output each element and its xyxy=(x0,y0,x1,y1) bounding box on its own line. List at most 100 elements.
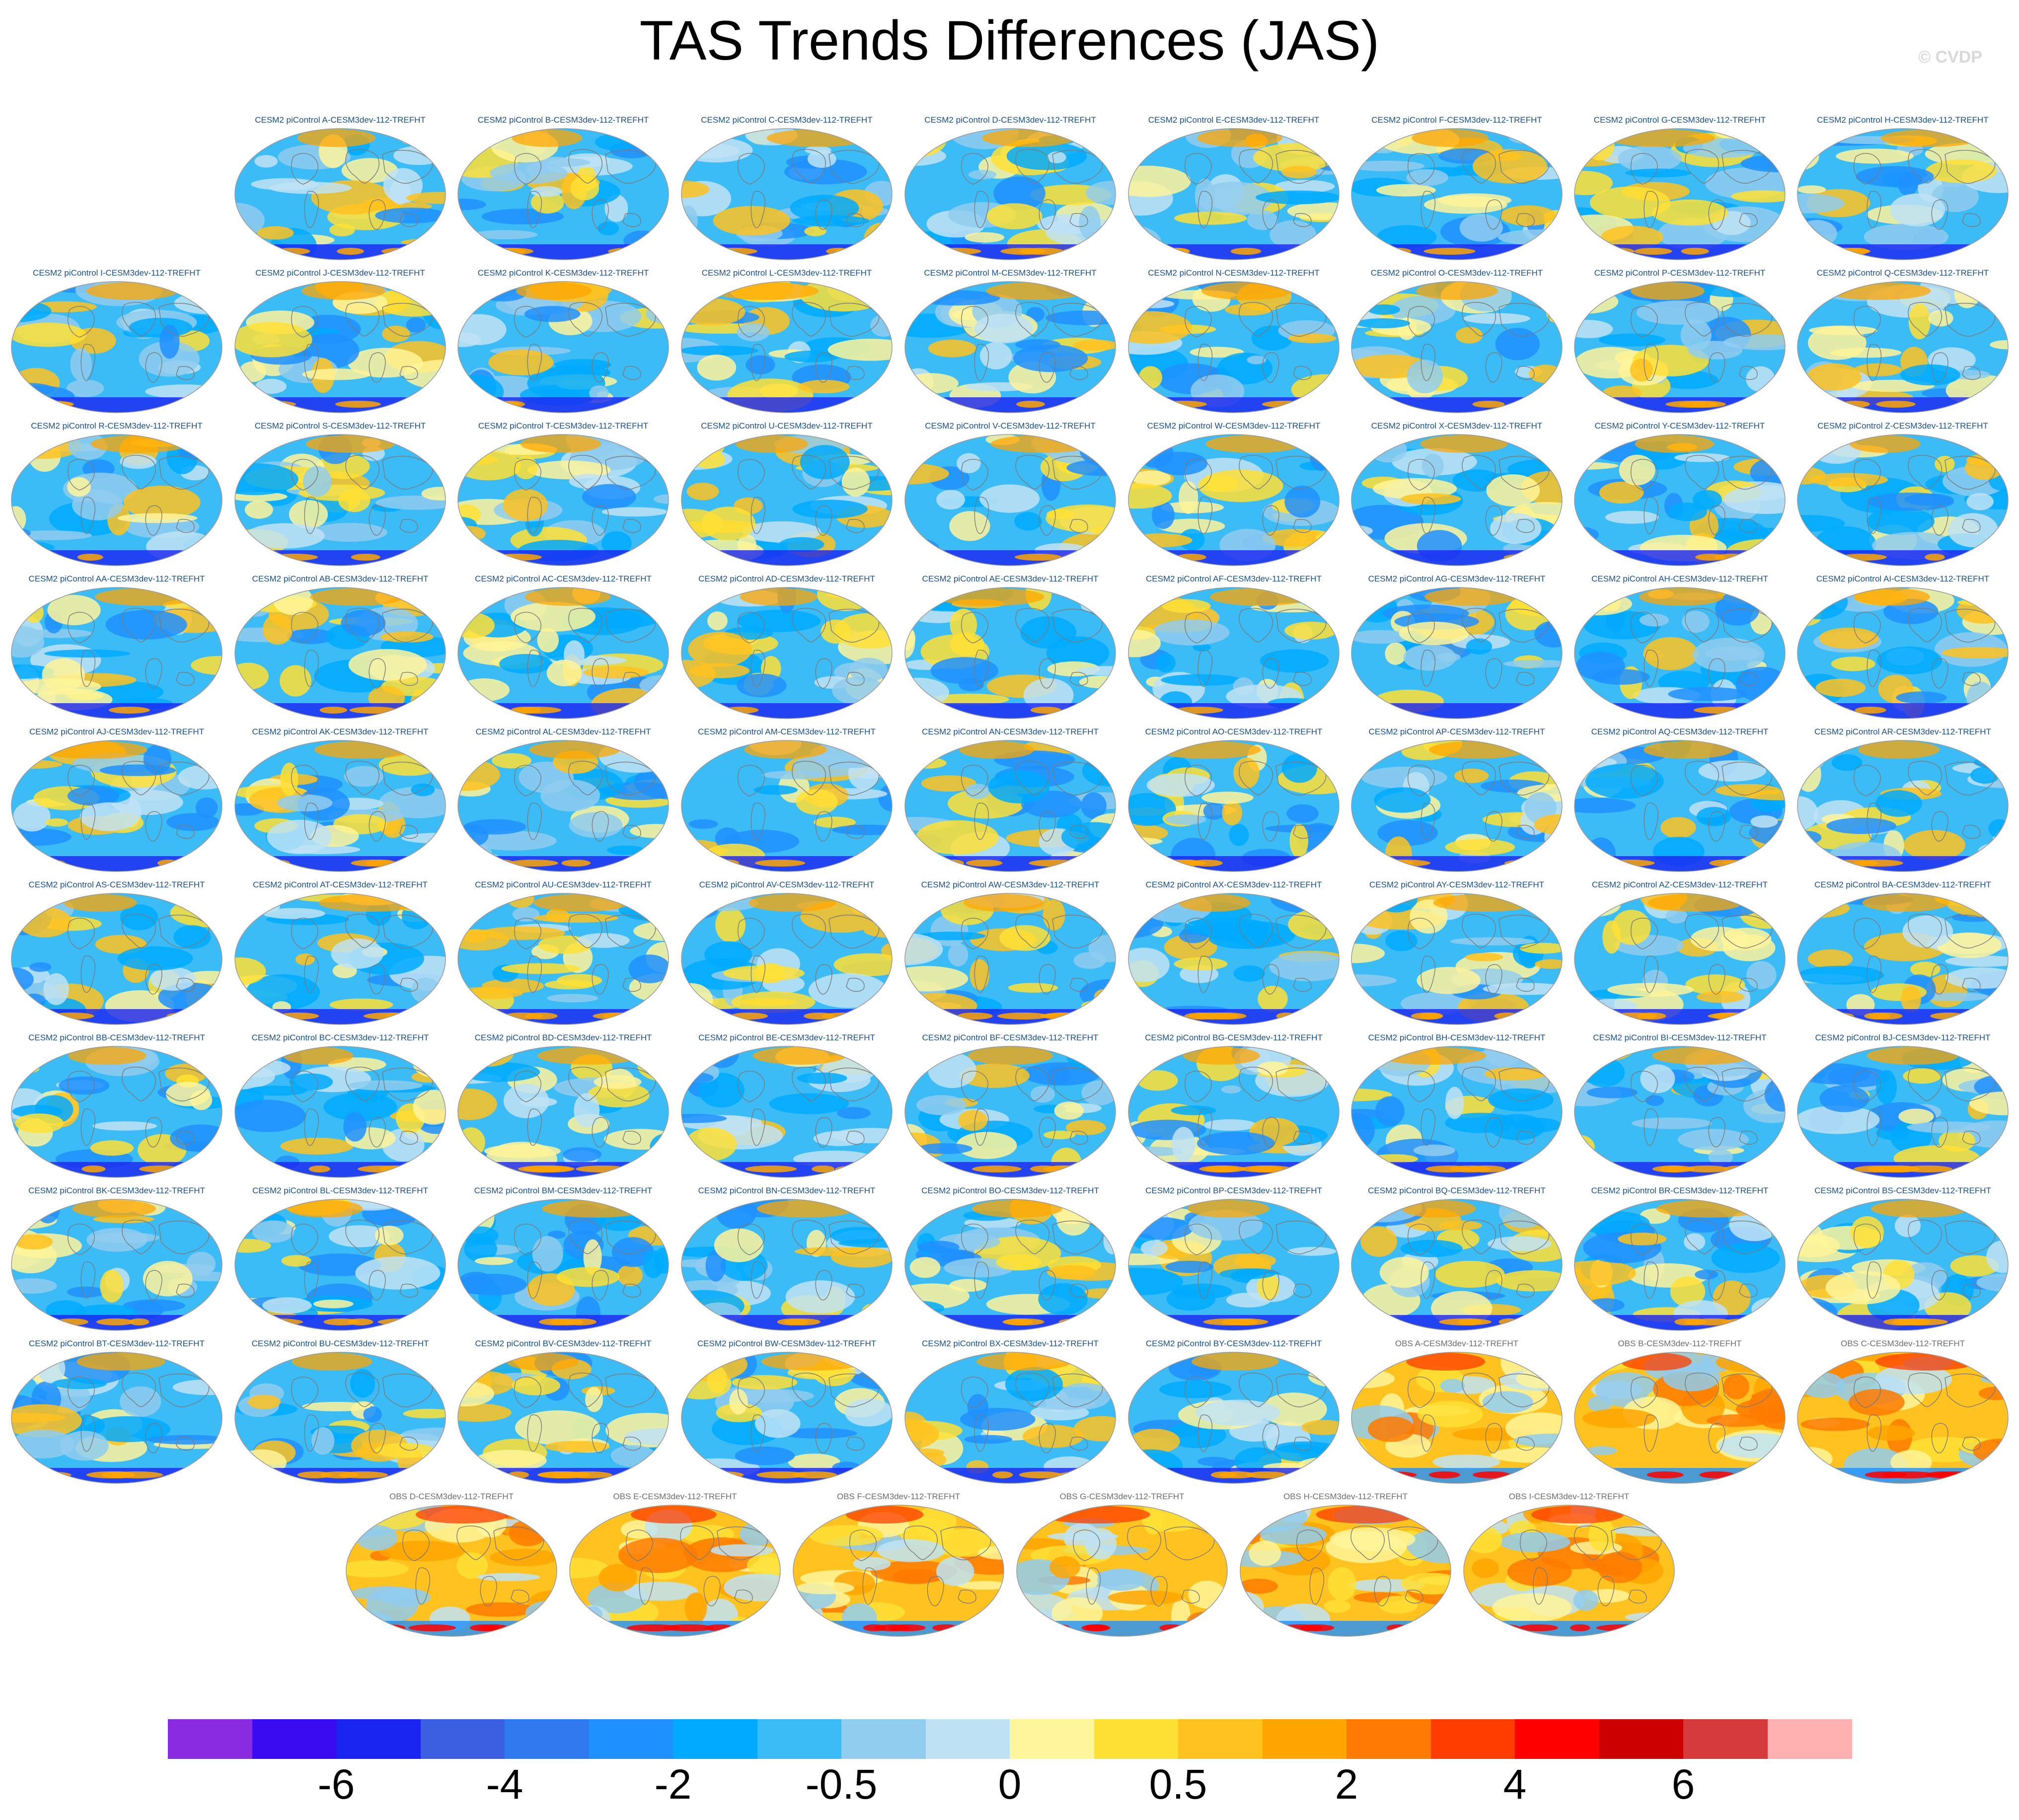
map-panel: CESM2 piControl BE-CESM3dev-112-TREFHT xyxy=(675,1033,898,1182)
colorbar-box xyxy=(1262,1719,1347,1759)
world-map xyxy=(1351,1046,1563,1178)
panel-title: CESM2 piControl BN-CESM3dev-112-TREFHT xyxy=(698,1186,876,1195)
map-panel-grid: CESM2 piControl A-CESM3dev-112-TREFHT CES… xyxy=(5,115,2015,1641)
chart-title: TAS Trends Differences (JAS) xyxy=(639,9,1380,72)
world-map xyxy=(11,434,223,566)
world-map xyxy=(1797,281,2009,413)
map-panel: CESM2 piControl AD-CESM3dev-112-TREFHT xyxy=(675,574,898,723)
map-panel: CESM2 piControl K-CESM3dev-112-TREFHT xyxy=(451,268,675,417)
map-panel: CESM2 piControl B-CESM3dev-112-TREFHT xyxy=(451,115,675,264)
colorbar-box xyxy=(168,1719,252,1759)
world-map xyxy=(1574,128,1786,260)
map-panel: CESM2 piControl AR-CESM3dev-112-TREFHT xyxy=(1791,727,2015,876)
map-panel: CESM2 piControl AL-CESM3dev-112-TREFHT xyxy=(451,727,675,876)
panel-title: CESM2 piControl L-CESM3dev-112-TREFHT xyxy=(701,268,872,278)
panel-title: CESM2 piControl D-CESM3dev-112-TREFHT xyxy=(924,115,1096,125)
map-panel: OBS I-CESM3dev-112-TREFHT xyxy=(1457,1492,1681,1641)
world-map xyxy=(904,281,1116,413)
panel-title: CESM2 piControl W-CESM3dev-112-TREFHT xyxy=(1147,421,1321,431)
panel-title: CESM2 piControl AX-CESM3dev-112-TREFHT xyxy=(1145,880,1322,889)
map-panel: CESM2 piControl AM-CESM3dev-112-TREFHT xyxy=(675,727,898,876)
world-map xyxy=(1128,1352,1340,1484)
map-panel: CESM2 piControl BL-CESM3dev-112-TREFHT xyxy=(228,1186,452,1335)
colorbar-box xyxy=(1515,1719,1599,1759)
world-map xyxy=(234,281,446,413)
world-map xyxy=(1351,587,1563,719)
map-panel: CESM2 piControl AF-CESM3dev-112-TREFHT xyxy=(1122,574,1346,723)
panel-title: CESM2 piControl BQ-CESM3dev-112-TREFHT xyxy=(1368,1186,1546,1195)
map-panel: CESM2 piControl AQ-CESM3dev-112-TREFHT xyxy=(1568,727,1792,876)
world-map xyxy=(904,1199,1116,1331)
panel-title: CESM2 piControl N-CESM3dev-112-TREFHT xyxy=(1148,268,1320,278)
map-panel: CESM2 piControl AT-CESM3dev-112-TREFHT xyxy=(228,880,452,1029)
world-map xyxy=(904,1352,1116,1484)
colorbar-box xyxy=(1767,1719,1852,1759)
colorbar-tick-label: -0.5 xyxy=(805,1761,878,1808)
world-map xyxy=(1351,1199,1563,1331)
panel-title: CESM2 piControl B-CESM3dev-112-TREFHT xyxy=(477,115,649,125)
map-panel: CESM2 piControl W-CESM3dev-112-TREFHT xyxy=(1122,421,1346,570)
panel-title: CESM2 piControl BT-CESM3dev-112-TREFHT xyxy=(29,1339,205,1348)
world-map xyxy=(346,1505,557,1637)
map-panel: OBS F-CESM3dev-112-TREFHT xyxy=(787,1492,1010,1641)
world-map xyxy=(1351,1352,1563,1484)
map-panel: CESM2 piControl AH-CESM3dev-112-TREFHT xyxy=(1568,574,1792,723)
panel-title: CESM2 piControl BI-CESM3dev-112-TREFHT xyxy=(1593,1033,1767,1042)
map-panel: CESM2 piControl BH-CESM3dev-112-TREFHT xyxy=(1345,1033,1569,1182)
colorbar-box xyxy=(1683,1719,1768,1759)
map-panel: CESM2 piControl BX-CESM3dev-112-TREFHT xyxy=(898,1339,1122,1488)
world-map xyxy=(457,587,669,719)
map-panel: CESM2 piControl BV-CESM3dev-112-TREFHT xyxy=(451,1339,675,1488)
panel-title: CESM2 piControl AO-CESM3dev-112-TREFHT xyxy=(1145,727,1323,736)
world-map xyxy=(681,434,893,566)
world-map xyxy=(234,740,446,872)
map-panel: CESM2 piControl N-CESM3dev-112-TREFHT xyxy=(1122,268,1346,417)
map-panel: CESM2 piControl AV-CESM3dev-112-TREFHT xyxy=(675,880,898,1029)
panel-title: CESM2 piControl T-CESM3dev-112-TREFHT xyxy=(478,421,649,431)
world-map xyxy=(11,281,223,413)
world-map xyxy=(904,434,1116,566)
panel-title: CESM2 piControl AB-CESM3dev-112-TREFHT xyxy=(252,574,429,583)
panel-title: CESM2 piControl AD-CESM3dev-112-TREFHT xyxy=(698,574,875,583)
world-map xyxy=(1351,434,1563,566)
world-map xyxy=(1128,1199,1340,1331)
panel-title: CESM2 piControl BO-CESM3dev-112-TREFHT xyxy=(921,1186,1099,1195)
colorbar-tick-label: 2 xyxy=(1335,1761,1358,1808)
world-map xyxy=(1797,128,2009,260)
colorbar-box xyxy=(336,1719,421,1759)
world-map xyxy=(11,587,223,719)
colorbar-box xyxy=(925,1719,1010,1759)
world-map xyxy=(11,740,223,872)
map-panel: CESM2 piControl BQ-CESM3dev-112-TREFHT xyxy=(1345,1186,1569,1335)
map-panel: OBS G-CESM3dev-112-TREFHT xyxy=(1010,1492,1234,1641)
map-panel: CESM2 piControl BK-CESM3dev-112-TREFHT xyxy=(5,1186,228,1335)
map-panel: CESM2 piControl T-CESM3dev-112-TREFHT xyxy=(451,421,675,570)
map-panel: OBS B-CESM3dev-112-TREFHT xyxy=(1568,1339,1792,1488)
colorbar-box xyxy=(252,1719,337,1759)
world-map xyxy=(1797,434,2009,566)
panel-title: CESM2 piControl BL-CESM3dev-112-TREFHT xyxy=(252,1186,428,1195)
panel-title: CESM2 piControl BE-CESM3dev-112-TREFHT xyxy=(698,1033,875,1042)
map-panel: CESM2 piControl AY-CESM3dev-112-TREFHT xyxy=(1345,880,1569,1029)
panel-title: CESM2 piControl U-CESM3dev-112-TREFHT xyxy=(701,421,873,431)
map-panel: CESM2 piControl BF-CESM3dev-112-TREFHT xyxy=(898,1033,1122,1182)
world-map xyxy=(904,740,1116,872)
map-panel: OBS E-CESM3dev-112-TREFHT xyxy=(563,1492,787,1641)
world-map xyxy=(1351,281,1563,413)
map-panel: CESM2 piControl AW-CESM3dev-112-TREFHT xyxy=(898,880,1122,1029)
panel-title: CESM2 piControl J-CESM3dev-112-TREFHT xyxy=(255,268,425,278)
map-panel: CESM2 piControl O-CESM3dev-112-TREFHT xyxy=(1345,268,1569,417)
panel-title: OBS F-CESM3dev-112-TREFHT xyxy=(836,1492,961,1501)
colorbar-tick-label: 6 xyxy=(1671,1761,1695,1808)
map-panel: CESM2 piControl Z-CESM3dev-112-TREFHT xyxy=(1791,421,2015,570)
panel-title: CESM2 piControl BV-CESM3dev-112-TREFHT xyxy=(475,1339,652,1348)
map-panel: CESM2 piControl Q-CESM3dev-112-TREFHT xyxy=(1791,268,2015,417)
world-map xyxy=(1128,281,1340,413)
world-map xyxy=(457,893,669,1025)
map-panel: CESM2 piControl S-CESM3dev-112-TREFHT xyxy=(228,421,452,570)
world-map xyxy=(457,1046,669,1178)
panel-title: CESM2 piControl BH-CESM3dev-112-TREFHT xyxy=(1368,1033,1546,1042)
world-map xyxy=(1351,893,1563,1025)
map-panel: CESM2 piControl BG-CESM3dev-112-TREFHT xyxy=(1122,1033,1346,1182)
panel-title: CESM2 piControl BP-CESM3dev-112-TREFHT xyxy=(1145,1186,1322,1195)
